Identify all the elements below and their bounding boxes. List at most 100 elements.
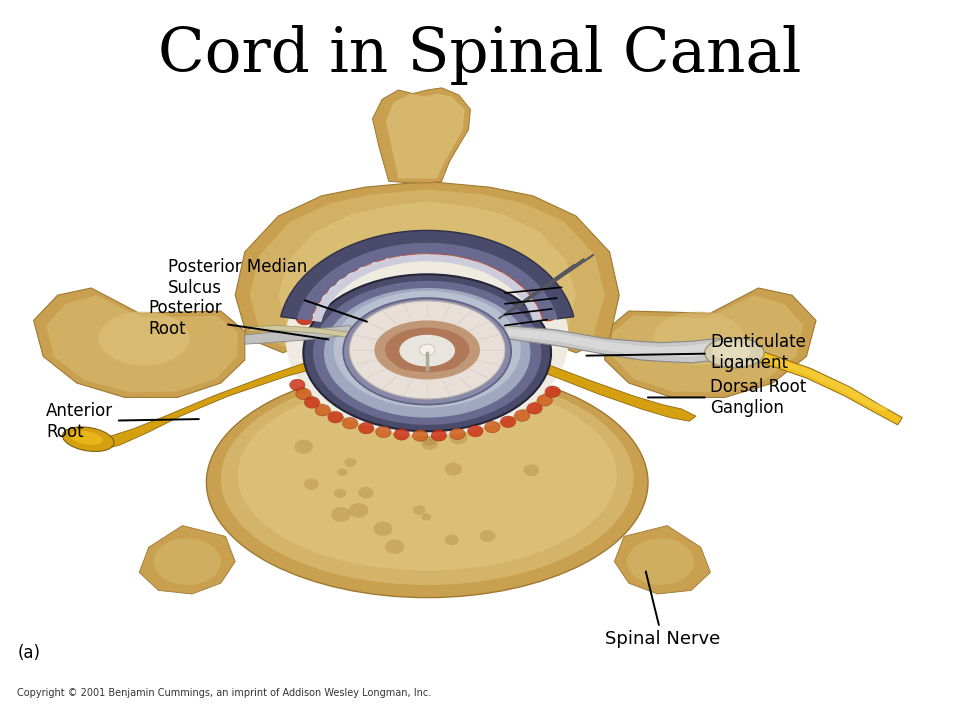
Polygon shape xyxy=(312,254,542,322)
Polygon shape xyxy=(250,189,605,349)
Ellipse shape xyxy=(431,352,462,371)
Circle shape xyxy=(413,505,425,515)
Circle shape xyxy=(324,276,337,287)
Circle shape xyxy=(515,410,530,421)
Polygon shape xyxy=(507,328,722,357)
Text: Posterior
Root: Posterior Root xyxy=(149,299,328,339)
Circle shape xyxy=(331,507,350,522)
Ellipse shape xyxy=(653,311,745,365)
Circle shape xyxy=(527,402,542,414)
Ellipse shape xyxy=(705,338,764,368)
Polygon shape xyxy=(760,354,889,412)
Ellipse shape xyxy=(206,367,648,598)
Circle shape xyxy=(506,268,531,287)
Ellipse shape xyxy=(154,539,221,585)
Circle shape xyxy=(328,411,344,423)
Polygon shape xyxy=(245,325,350,344)
Circle shape xyxy=(495,261,520,279)
Circle shape xyxy=(444,462,462,476)
Circle shape xyxy=(306,293,322,305)
Circle shape xyxy=(371,251,386,262)
Ellipse shape xyxy=(98,311,189,365)
Ellipse shape xyxy=(303,274,551,431)
Circle shape xyxy=(431,430,446,441)
Circle shape xyxy=(516,276,540,294)
Polygon shape xyxy=(235,181,619,353)
Circle shape xyxy=(523,464,540,476)
Circle shape xyxy=(451,422,464,431)
Text: Anterior
Root: Anterior Root xyxy=(46,402,199,441)
Ellipse shape xyxy=(712,343,751,360)
Circle shape xyxy=(485,421,500,433)
Ellipse shape xyxy=(374,320,480,379)
Polygon shape xyxy=(46,295,238,392)
Polygon shape xyxy=(612,295,804,392)
Text: Cord in Spinal Canal: Cord in Spinal Canal xyxy=(158,25,802,85)
Ellipse shape xyxy=(333,291,520,408)
Polygon shape xyxy=(139,526,235,594)
Circle shape xyxy=(414,243,432,257)
Ellipse shape xyxy=(627,539,694,585)
Circle shape xyxy=(421,437,438,450)
Circle shape xyxy=(456,246,479,263)
Polygon shape xyxy=(386,94,465,179)
Polygon shape xyxy=(605,288,816,397)
Circle shape xyxy=(389,421,405,433)
Text: Posterior Median
Sulcus: Posterior Median Sulcus xyxy=(168,258,367,322)
Text: Spinal Nerve: Spinal Nerve xyxy=(605,572,720,648)
Circle shape xyxy=(348,503,369,518)
Ellipse shape xyxy=(70,431,103,445)
Circle shape xyxy=(358,487,373,498)
Circle shape xyxy=(449,431,468,444)
Circle shape xyxy=(290,379,305,391)
Ellipse shape xyxy=(324,288,530,418)
Circle shape xyxy=(545,386,561,397)
Polygon shape xyxy=(250,325,353,338)
Circle shape xyxy=(537,395,552,406)
Circle shape xyxy=(468,426,483,437)
Ellipse shape xyxy=(349,301,505,399)
Circle shape xyxy=(531,294,555,312)
Circle shape xyxy=(420,344,435,356)
Ellipse shape xyxy=(393,352,423,371)
Circle shape xyxy=(296,388,311,400)
Text: Dorsal Root
Ganglion: Dorsal Root Ganglion xyxy=(648,378,806,417)
Circle shape xyxy=(300,302,317,315)
Circle shape xyxy=(373,522,393,536)
Circle shape xyxy=(470,250,493,267)
Circle shape xyxy=(537,305,559,321)
Circle shape xyxy=(346,262,359,272)
Circle shape xyxy=(524,284,548,302)
Circle shape xyxy=(304,397,320,408)
Circle shape xyxy=(444,535,459,545)
Circle shape xyxy=(345,458,356,467)
Polygon shape xyxy=(278,202,576,344)
Circle shape xyxy=(449,428,465,440)
Circle shape xyxy=(337,469,348,476)
Text: Denticulate
Ligament: Denticulate Ligament xyxy=(587,333,806,372)
Circle shape xyxy=(421,513,431,521)
Ellipse shape xyxy=(237,379,616,570)
Ellipse shape xyxy=(399,335,455,366)
Circle shape xyxy=(334,269,348,279)
Ellipse shape xyxy=(62,427,114,451)
Text: (a): (a) xyxy=(17,644,40,662)
Text: Copyright © 2001 Benjamin Cummings, an imprint of Addison Wesley Longman, Inc.: Copyright © 2001 Benjamin Cummings, an i… xyxy=(17,688,432,698)
Circle shape xyxy=(343,418,358,429)
Polygon shape xyxy=(34,288,245,397)
Circle shape xyxy=(295,440,313,454)
Polygon shape xyxy=(504,325,730,363)
Circle shape xyxy=(413,430,428,441)
Circle shape xyxy=(428,243,448,258)
Ellipse shape xyxy=(432,330,457,347)
Circle shape xyxy=(394,428,409,440)
Circle shape xyxy=(375,426,391,438)
Circle shape xyxy=(480,530,495,542)
Circle shape xyxy=(483,254,508,273)
Circle shape xyxy=(358,423,373,434)
Circle shape xyxy=(315,405,330,416)
Polygon shape xyxy=(758,351,902,425)
Ellipse shape xyxy=(221,373,634,585)
Polygon shape xyxy=(280,230,574,319)
Circle shape xyxy=(297,312,313,325)
